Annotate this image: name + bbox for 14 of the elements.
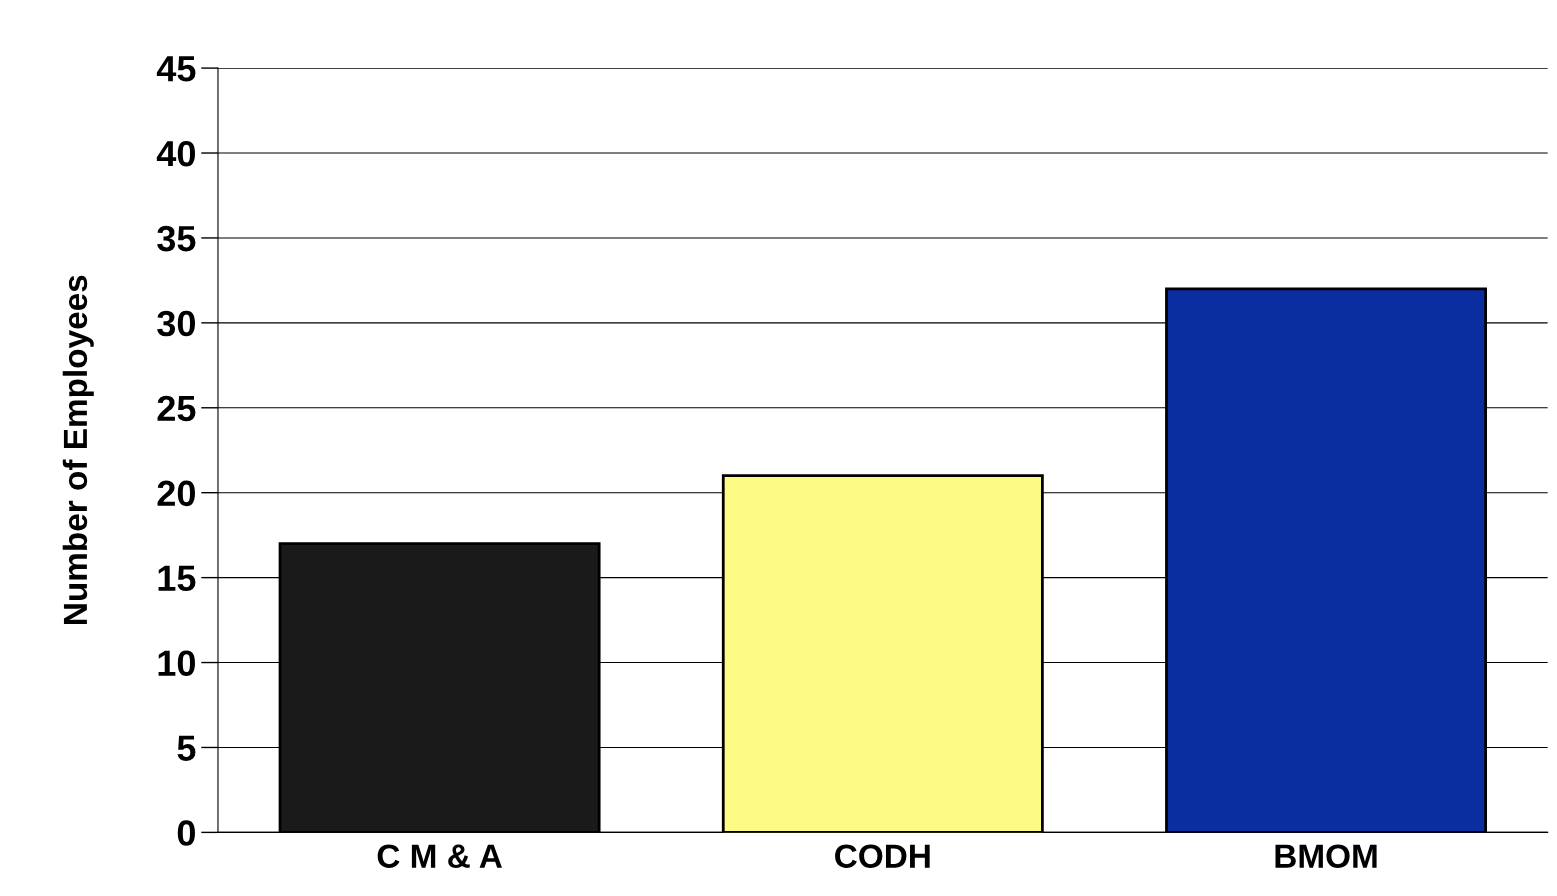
y-tick-label: 35: [157, 225, 196, 252]
y-tick-label: 15: [158, 565, 196, 592]
y-tick-label: 20: [157, 480, 195, 507]
y-tick-label: 40: [156, 140, 195, 167]
y-tick-label: 25: [157, 395, 196, 422]
y-tick-label: 30: [157, 310, 195, 337]
x-tick-label: C M & A: [377, 844, 502, 868]
y-tick-label: 45: [156, 56, 196, 82]
x-tick-label: BMOM: [1275, 844, 1377, 868]
y-tick-label: 10: [158, 650, 195, 676]
x-tick-label: CODH: [835, 844, 930, 868]
y-tick-label: 5: [177, 735, 196, 761]
y-tick-label: 0: [177, 820, 195, 846]
y-axis-title: Number of Employees: [62, 275, 94, 624]
